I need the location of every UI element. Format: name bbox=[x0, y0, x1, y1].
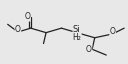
Text: O: O bbox=[15, 25, 21, 34]
Text: Si: Si bbox=[73, 25, 81, 34]
Text: O: O bbox=[25, 12, 30, 21]
Text: O: O bbox=[110, 27, 116, 36]
Text: O: O bbox=[86, 45, 92, 54]
Text: H₂: H₂ bbox=[72, 33, 81, 42]
